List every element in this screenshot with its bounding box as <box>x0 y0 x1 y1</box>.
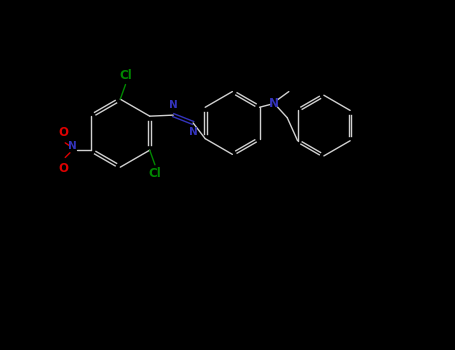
Text: N: N <box>189 127 198 137</box>
Text: O: O <box>58 162 68 175</box>
Text: N: N <box>269 97 279 110</box>
Text: Cl: Cl <box>149 167 162 180</box>
Text: N: N <box>68 141 77 151</box>
Text: N: N <box>169 100 178 110</box>
Text: O: O <box>58 126 68 139</box>
Text: Cl: Cl <box>119 69 132 82</box>
